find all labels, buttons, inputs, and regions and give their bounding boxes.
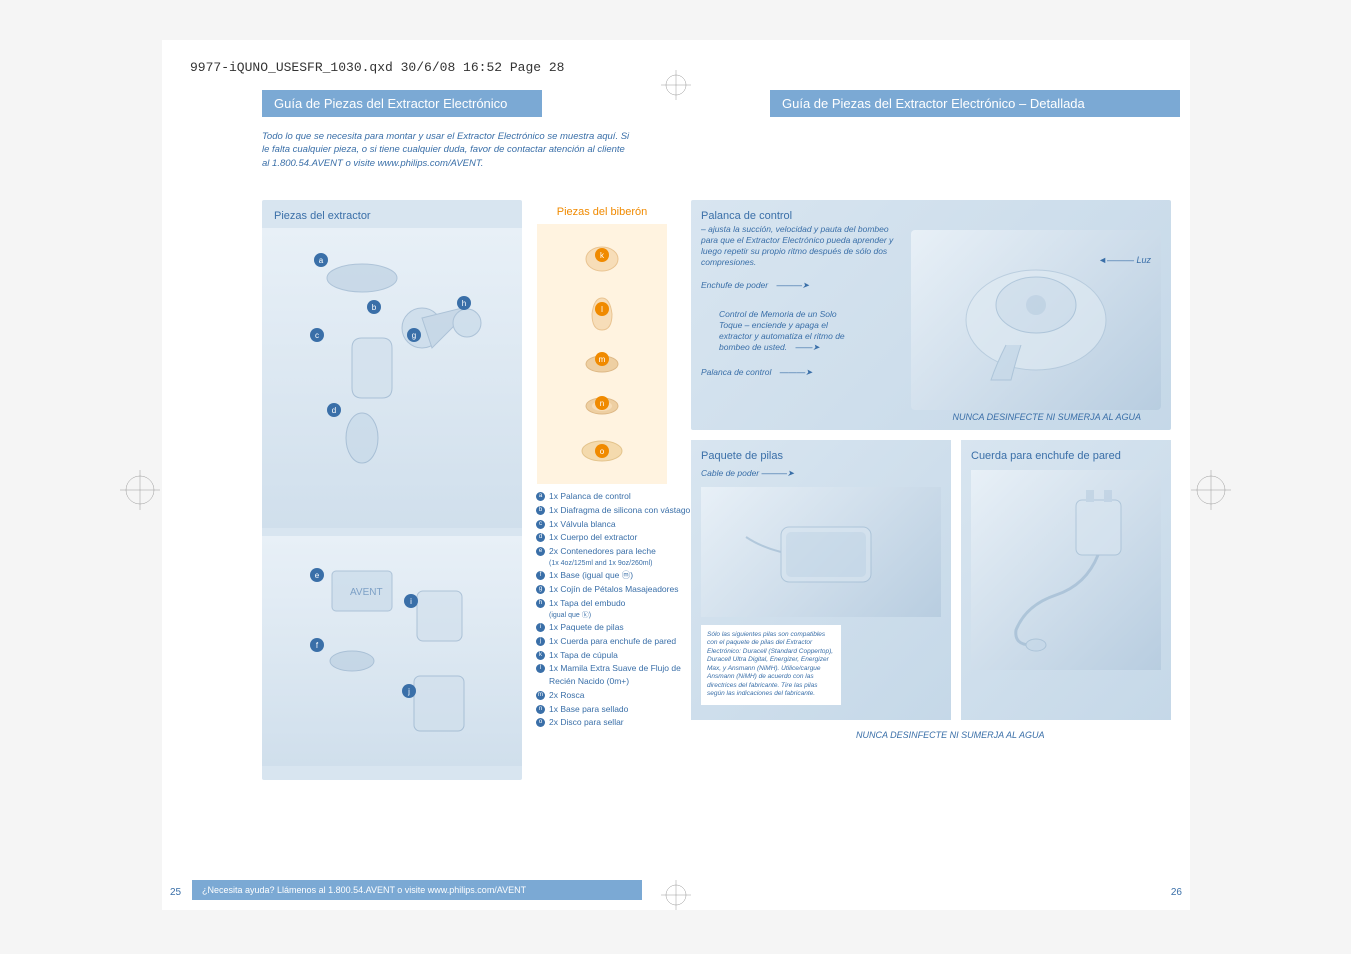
part-label-k: k bbox=[595, 248, 609, 262]
pump-parts-panel: Piezas del extractor a b c d g bbox=[262, 200, 522, 780]
bottle-illustration: k l m n o bbox=[537, 224, 667, 484]
part-label-f: f bbox=[310, 638, 324, 652]
control-handle-panel: Palanca de control – ajusta la succión, … bbox=[691, 200, 1171, 430]
memory-control-label: Control de Memoria de un Solo Toque – en… bbox=[719, 309, 859, 353]
right-section-title: Guía de Piezas del Extractor Electrónico… bbox=[770, 90, 1180, 117]
luz-label: ◄——— Luz bbox=[1098, 255, 1151, 265]
pump-parts-title: Piezas del extractor bbox=[262, 200, 522, 228]
part-label-l: l bbox=[595, 302, 609, 316]
left-page: Guía de Piezas del Extractor Electrónico… bbox=[162, 90, 676, 910]
crop-mark-bottom-center bbox=[661, 880, 691, 915]
part-label-b: b bbox=[367, 300, 381, 314]
right-page: Guía de Piezas del Extractor Electrónico… bbox=[676, 90, 1190, 910]
part-label-e: e bbox=[310, 568, 324, 582]
file-header: 9977-iQUNO_USESFR_1030.qxd 30/6/08 16:52… bbox=[190, 60, 564, 75]
left-section-title: Guía de Piezas del Extractor Electrónico bbox=[262, 90, 542, 117]
control-warning: NUNCA DESINFECTE NI SUMERJA AL AGUA bbox=[952, 412, 1141, 422]
battery-compatibility-note: Sólo las siguientes pilas son compatible… bbox=[701, 625, 841, 705]
intro-paragraph: Todo lo que se necesita para montar y us… bbox=[262, 130, 632, 170]
wall-cord-panel: Cuerda para enchufe de pared bbox=[961, 440, 1171, 720]
parts-list: a1x Palanca de control b1x Diafragma de … bbox=[536, 490, 696, 730]
cord-image bbox=[971, 470, 1161, 670]
control-handle-label: Palanca de control ———➤ bbox=[701, 367, 841, 378]
page-number-left: 25 bbox=[170, 887, 181, 898]
page-number-right: 26 bbox=[1171, 887, 1182, 898]
crop-mark-left bbox=[120, 470, 160, 515]
part-label-c: c bbox=[310, 328, 324, 342]
part-label-i: i bbox=[404, 594, 418, 608]
power-socket-label: Enchufe de poder ———➤ bbox=[701, 280, 841, 291]
footer-help-bar: ¿Necesita ayuda? Llámenos al 1.800.54.AV… bbox=[192, 880, 642, 900]
part-label-n: n bbox=[595, 396, 609, 410]
bottle-parts-title: Piezas del biberón bbox=[532, 200, 672, 224]
battery-pack-panel: Paquete de pilas Cable de poder ———➤ Sól… bbox=[691, 440, 951, 720]
pump-illustration: a b c d g h bbox=[262, 228, 522, 528]
document-spread: 9977-iQUNO_USESFR_1030.qxd 30/6/08 16:52… bbox=[162, 40, 1190, 910]
pump-lower-illustration: AVENT e f i j bbox=[262, 536, 522, 766]
control-description: – ajusta la succión, velocidad y pauta d… bbox=[701, 224, 901, 268]
part-label-j: j bbox=[402, 684, 416, 698]
crop-mark-right bbox=[1191, 470, 1231, 515]
svg-text:AVENT: AVENT bbox=[350, 587, 383, 598]
part-label-d: d bbox=[327, 403, 341, 417]
cord-title: Cuerda para enchufe de pared bbox=[971, 450, 1161, 462]
part-label-a: a bbox=[314, 253, 328, 267]
bottle-parts-panel: Piezas del biberón k l m n o bbox=[532, 200, 672, 484]
cable-label: Cable de poder ———➤ bbox=[701, 468, 941, 479]
part-label-o: o bbox=[595, 444, 609, 458]
bottom-warning: NUNCA DESINFECTE NI SUMERJA AL AGUA bbox=[856, 730, 1045, 740]
control-title: Palanca de control bbox=[701, 210, 1161, 222]
battery-image bbox=[701, 487, 941, 617]
part-label-h: h bbox=[457, 296, 471, 310]
part-label-g: g bbox=[407, 328, 421, 342]
part-label-m: m bbox=[595, 352, 609, 366]
battery-title: Paquete de pilas bbox=[701, 450, 941, 462]
